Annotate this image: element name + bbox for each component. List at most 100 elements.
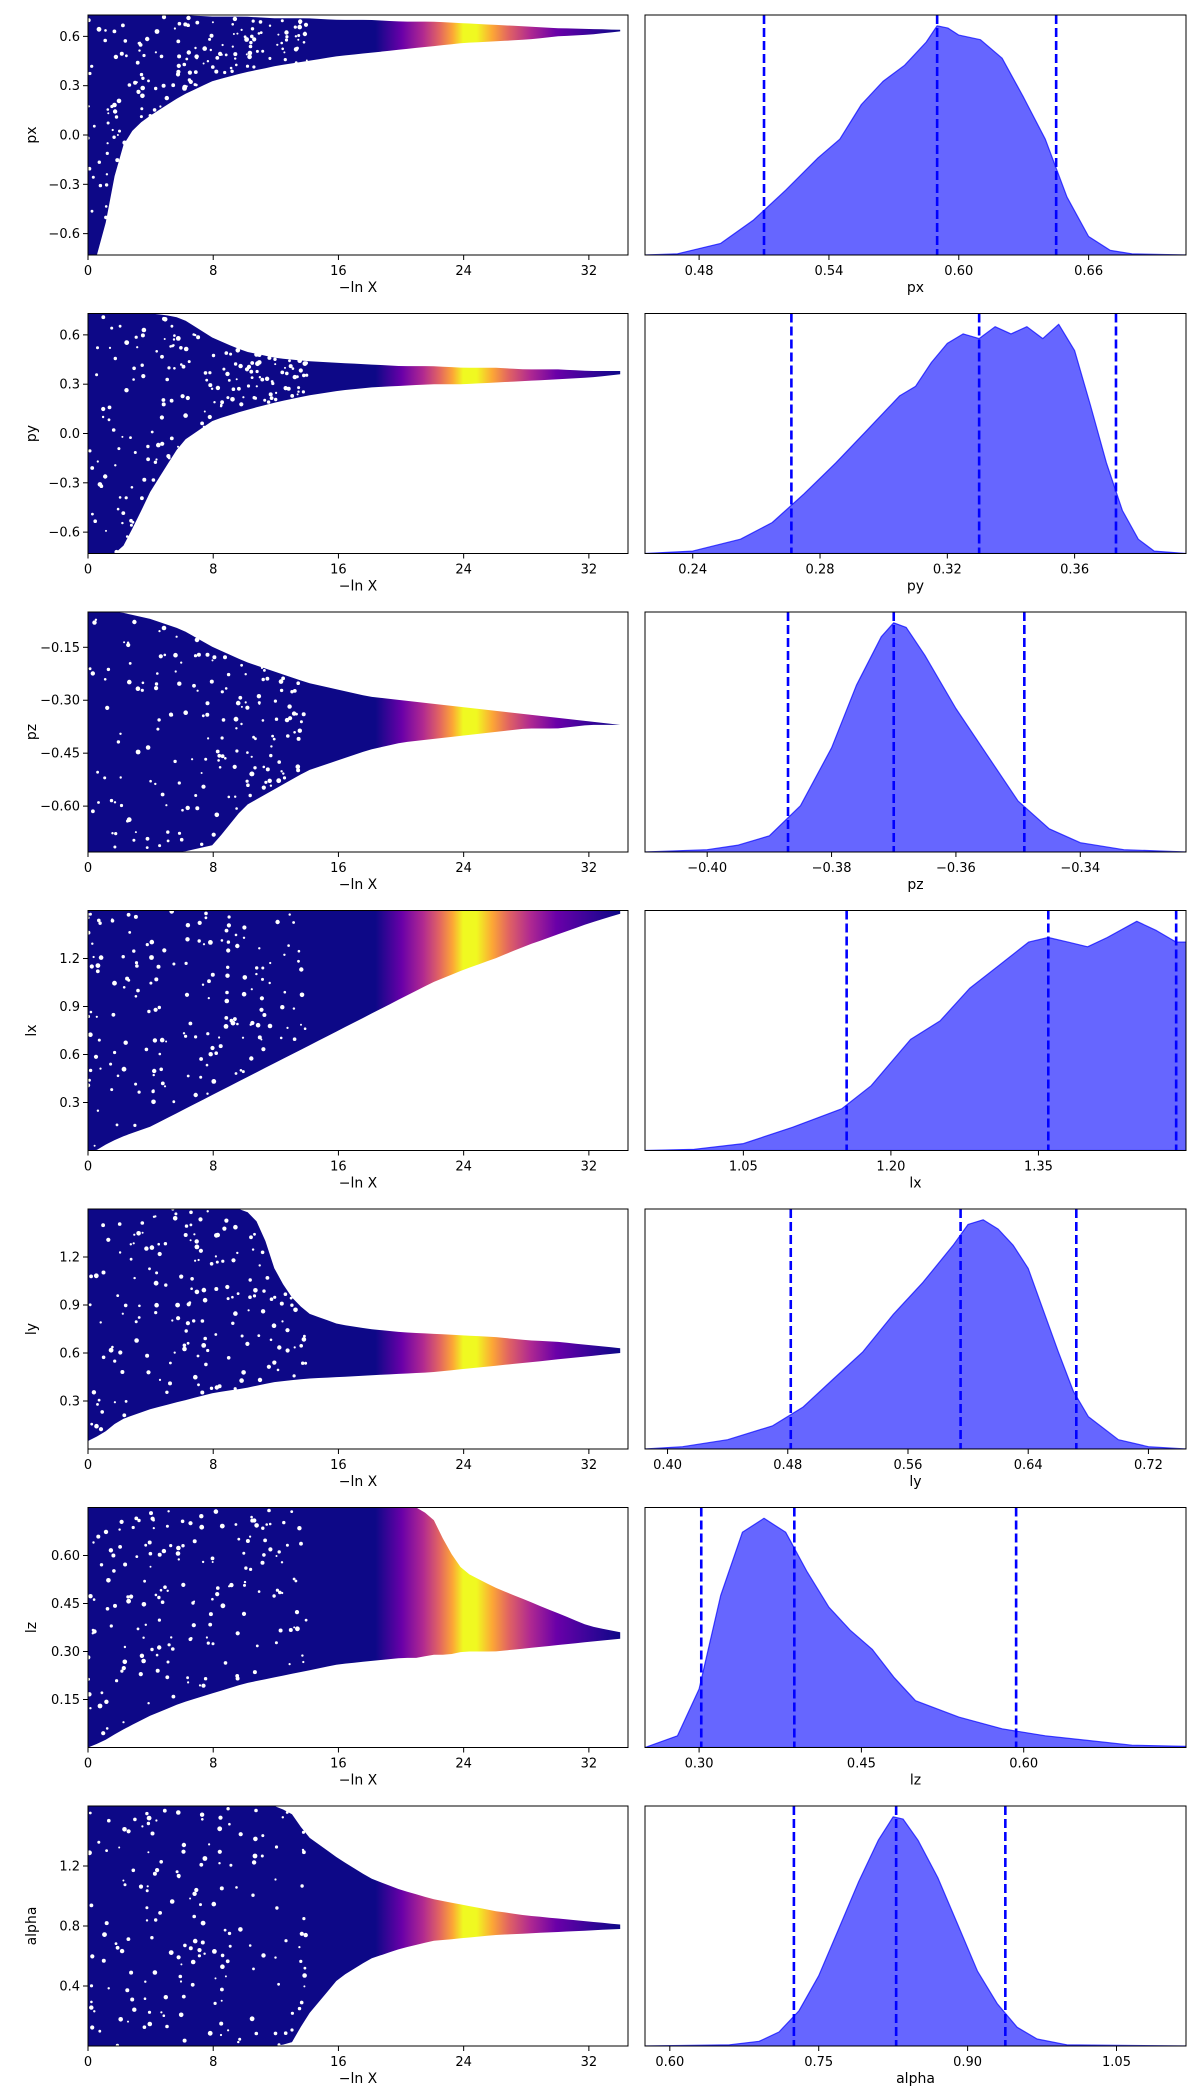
trace-sample-gaps-alpha — [88, 1807, 308, 2046]
x-tick-label: 0.24 — [678, 563, 707, 578]
posterior-axes-px — [644, 14, 1187, 256]
trace-sample-gaps-ly — [88, 1209, 308, 1432]
trace-sample-gaps-py — [88, 315, 309, 554]
posterior-density-lz — [645, 1517, 1186, 1748]
trace-panel-lx: 0 8 16 24 32 0.3 0.6 0.9 1.2 −ln X lx — [24, 910, 629, 1192]
y-tick-label: 0.0 — [59, 129, 80, 144]
posterior-panel-lx: 1.05 1.20 1.35 lx — [644, 910, 1187, 1192]
trace-panel-lz: 0 8 16 24 32 0.15 0.30 0.45 0.60 −ln X lz — [24, 1507, 629, 1789]
y-tick-label: −0.3 — [48, 178, 80, 193]
y-tick-label: 0.45 — [51, 1597, 80, 1612]
y-tick-label: 1.2 — [59, 1860, 80, 1875]
posterior-density-ly — [645, 1219, 1186, 1449]
x-tick-label: 0.48 — [773, 1458, 802, 1473]
trace-xlabel: −ln X — [339, 877, 378, 893]
x-tick-label: 0.64 — [1014, 1458, 1043, 1473]
posterior-density-pz — [645, 622, 1186, 852]
y-tick-label: −0.15 — [40, 641, 80, 656]
x-tick-label: 0.90 — [953, 2055, 982, 2070]
trace-xlabel: −ln X — [339, 1474, 378, 1490]
x-tick-label: 0 — [84, 861, 92, 876]
trace-sample-gaps-lz — [88, 1508, 308, 1736]
x-tick-label: 8 — [209, 264, 217, 279]
posterior-density-alpha — [645, 1816, 1186, 2046]
y-tick-label: 0.6 — [59, 30, 80, 45]
trace-samples-pz — [88, 612, 621, 852]
posterior-panel-ly: 0.40 0.48 0.56 0.64 0.72 ly — [644, 1208, 1187, 1490]
trace-samples-ly — [88, 1209, 621, 1441]
posterior-axes-lx — [644, 910, 1187, 1151]
trace-ylabel: ly — [24, 1323, 40, 1335]
x-tick-label: 8 — [209, 563, 217, 578]
trace-panel-pz: 0 8 16 24 32 −0.60 −0.45 −0.30 −0.15 −ln X pz — [24, 611, 629, 893]
x-tick-label: 24 — [455, 563, 472, 578]
trace-samples-py — [88, 313, 621, 554]
y-tick-label: 0.3 — [59, 79, 80, 94]
x-tick-label: 32 — [581, 264, 598, 279]
x-tick-label: 24 — [455, 1160, 472, 1175]
x-tick-label: 0 — [84, 1757, 92, 1772]
trace-xlabel: −ln X — [339, 2071, 378, 2087]
x-tick-label: 16 — [330, 861, 347, 876]
x-tick-label: 16 — [330, 2055, 347, 2070]
x-tick-label: −0.36 — [936, 861, 976, 876]
y-tick-label: 0.4 — [59, 1980, 80, 1995]
trace-panel-py: 0 8 16 24 32 −0.6 −0.3 0.0 0.3 0.6 −ln X py — [24, 313, 629, 595]
y-tick-label: 0.6 — [59, 1048, 80, 1063]
x-tick-label: 24 — [455, 1757, 472, 1772]
x-tick-label: −0.38 — [812, 861, 852, 876]
trace-axes-lz — [87, 1507, 629, 1748]
x-tick-label: 8 — [209, 2055, 217, 2070]
x-tick-label: 8 — [209, 1757, 217, 1772]
trace-xlabel: −ln X — [339, 1176, 378, 1192]
y-tick-label: −0.60 — [40, 800, 80, 815]
trace-axes-ly — [87, 1208, 629, 1450]
y-tick-label: 0.3 — [59, 378, 80, 393]
y-tick-label: 0.30 — [51, 1645, 80, 1660]
x-tick-label: 0.56 — [894, 1458, 923, 1473]
trace-xlabel: −ln X — [339, 280, 378, 296]
x-tick-label: 32 — [581, 1458, 598, 1473]
x-tick-label: 1.05 — [1102, 2055, 1131, 2070]
x-tick-label: 0.54 — [814, 264, 843, 279]
x-tick-label: 16 — [330, 563, 347, 578]
x-tick-label: 0 — [84, 2055, 92, 2070]
x-tick-label: 0 — [84, 563, 92, 578]
x-tick-label: 0 — [84, 1458, 92, 1473]
y-tick-label: 0.15 — [51, 1693, 80, 1708]
trace-xlabel: −ln X — [339, 1773, 378, 1789]
trace-samples-alpha — [88, 1806, 621, 2046]
trace-ylabel: alpha — [24, 1907, 40, 1946]
x-tick-label: 0.45 — [847, 1757, 876, 1772]
x-tick-label: 24 — [455, 264, 472, 279]
trace-panel-alpha: 0 8 16 24 32 0.4 0.8 1.2 −ln X alpha — [24, 1805, 629, 2087]
x-tick-label: 32 — [581, 861, 598, 876]
x-tick-label: 0.66 — [1074, 264, 1103, 279]
x-tick-label: 1.35 — [1024, 1160, 1053, 1175]
y-tick-label: 1.2 — [59, 1251, 80, 1266]
x-tick-label: 16 — [330, 1757, 347, 1772]
x-tick-label: 24 — [455, 1458, 472, 1473]
x-tick-label: 0 — [84, 1160, 92, 1175]
x-tick-label: 24 — [455, 2055, 472, 2070]
trace-ylabel: px — [24, 126, 40, 143]
posterior-xlabel: lz — [910, 1773, 921, 1789]
posterior-xlabel: ly — [909, 1474, 921, 1490]
x-tick-label: 32 — [581, 2055, 598, 2070]
posterior-density-px — [645, 25, 1186, 255]
x-tick-label: 0.72 — [1134, 1458, 1163, 1473]
trace-ylabel: lz — [24, 1622, 40, 1633]
x-tick-label: 0.60 — [944, 264, 973, 279]
posterior-panel-alpha: 0.60 0.75 0.90 1.05 alpha — [644, 1805, 1187, 2087]
x-tick-label: 0.60 — [655, 2055, 684, 2070]
trace-axes-lx — [87, 910, 629, 1151]
y-tick-label: 0.8 — [59, 1920, 80, 1935]
trace-panel-px: 0 8 16 24 32 −0.6 −0.3 0.0 0.3 0.6 −ln X px — [24, 14, 629, 296]
x-tick-label: 0.28 — [806, 563, 835, 578]
posterior-xlabel: py — [907, 579, 924, 595]
x-tick-label: 8 — [209, 1160, 217, 1175]
posterior-panel-px: 0.48 0.54 0.60 0.66 px — [644, 14, 1187, 296]
y-tick-label: 0.0 — [59, 427, 80, 442]
posterior-axes-ly — [644, 1208, 1187, 1450]
trace-xlabel: −ln X — [339, 579, 378, 595]
